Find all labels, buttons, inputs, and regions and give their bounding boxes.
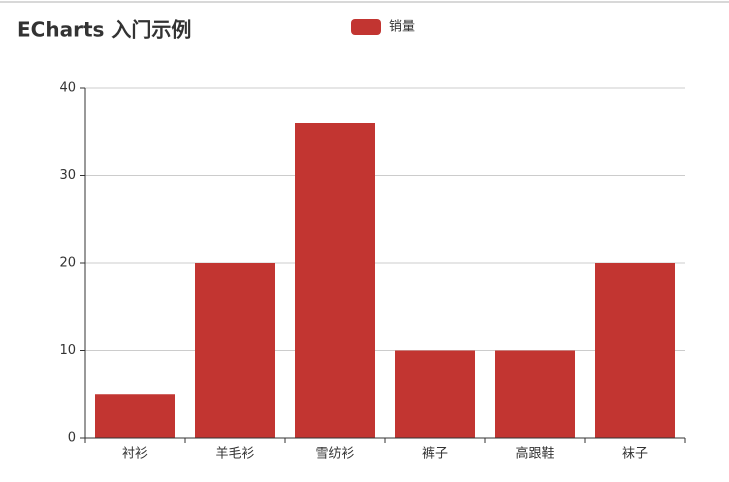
- y-tick-label: 20: [59, 256, 76, 271]
- bar: [295, 123, 375, 438]
- bar: [395, 350, 475, 438]
- y-tick-label: 40: [59, 81, 76, 96]
- legend-label[interactable]: 销量: [389, 20, 415, 35]
- x-tick-label: 高跟鞋: [515, 446, 554, 462]
- x-tick-label: 羊毛衫: [215, 446, 254, 462]
- legend-swatch[interactable]: [351, 19, 381, 35]
- bar: [195, 263, 275, 438]
- x-tick-label: 雪纺衫: [315, 447, 354, 462]
- y-tick-label: 10: [59, 343, 76, 358]
- y-tick-label: 30: [59, 168, 76, 183]
- bar: [95, 394, 175, 438]
- x-tick-label: 裤子: [422, 447, 448, 462]
- chart-title: ECharts 入门示例: [17, 18, 191, 42]
- x-tick-label: 袜子: [622, 447, 648, 462]
- y-tick-label: 0: [68, 431, 76, 446]
- bar: [595, 263, 675, 438]
- bar: [495, 350, 575, 438]
- x-tick-label: 衬衫: [122, 447, 148, 462]
